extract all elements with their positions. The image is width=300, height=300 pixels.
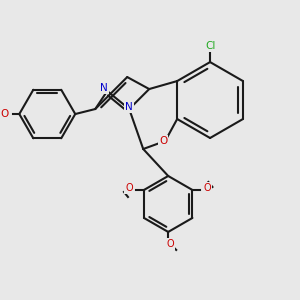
Text: O: O bbox=[204, 183, 211, 193]
Text: N: N bbox=[125, 102, 133, 112]
Text: O: O bbox=[167, 239, 174, 249]
Text: O: O bbox=[0, 109, 8, 119]
Text: O: O bbox=[125, 183, 133, 193]
Text: O: O bbox=[159, 136, 167, 146]
Text: N: N bbox=[100, 83, 108, 93]
Text: Cl: Cl bbox=[205, 41, 215, 51]
